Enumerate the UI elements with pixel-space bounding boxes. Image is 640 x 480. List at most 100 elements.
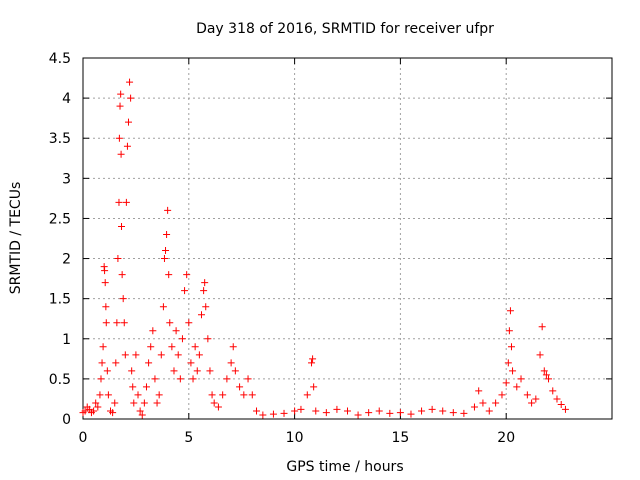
data-point xyxy=(116,102,124,110)
data-point xyxy=(492,399,500,407)
data-point xyxy=(187,359,195,367)
data-point xyxy=(553,395,561,403)
data-point xyxy=(549,387,557,395)
data-point xyxy=(189,375,197,383)
y-tick-label: 3.5 xyxy=(49,131,71,147)
data-point xyxy=(485,407,493,415)
data-point xyxy=(165,271,173,279)
data-point xyxy=(545,375,553,383)
data-point xyxy=(142,383,150,391)
data-point xyxy=(178,335,186,343)
data-point xyxy=(128,367,136,375)
data-point xyxy=(333,405,341,413)
data-point xyxy=(134,391,142,399)
data-point xyxy=(103,367,111,375)
data-point xyxy=(118,271,126,279)
data-point xyxy=(124,118,132,126)
data-point xyxy=(117,90,125,98)
data-point xyxy=(219,391,227,399)
data-point xyxy=(168,343,176,351)
data-point xyxy=(561,405,569,413)
data-point xyxy=(115,134,123,142)
data-point xyxy=(210,399,218,407)
data-point xyxy=(130,399,138,407)
data-point xyxy=(509,367,517,375)
data-point xyxy=(102,319,110,327)
data-point xyxy=(114,255,122,263)
y-tick-label: 1 xyxy=(62,332,71,348)
data-point xyxy=(291,407,299,415)
data-point xyxy=(176,375,184,383)
data-point xyxy=(118,222,126,230)
data-point xyxy=(308,359,316,367)
data-point xyxy=(81,407,89,415)
data-point xyxy=(542,371,550,379)
data-point xyxy=(244,375,252,383)
data-point xyxy=(174,351,182,359)
data-point xyxy=(109,409,117,417)
data-point xyxy=(129,383,137,391)
y-tick-label: 1.5 xyxy=(49,292,71,308)
data-point xyxy=(172,327,180,335)
data-point xyxy=(532,395,540,403)
data-point xyxy=(248,391,256,399)
data-point xyxy=(147,343,155,351)
data-point xyxy=(236,383,244,391)
data-point xyxy=(396,409,404,417)
data-point xyxy=(479,399,487,407)
data-point xyxy=(504,359,512,367)
y-tick-label: 2.5 xyxy=(49,211,71,227)
data-point xyxy=(231,367,239,375)
x-tick-label: 0 xyxy=(79,430,88,446)
data-point xyxy=(153,399,161,407)
data-point xyxy=(344,407,351,415)
data-point xyxy=(104,391,112,399)
data-point xyxy=(200,287,208,295)
data-point xyxy=(191,343,199,351)
grid-lines xyxy=(83,58,612,419)
data-point xyxy=(475,387,483,395)
data-point xyxy=(120,319,128,327)
data-point xyxy=(229,343,237,351)
data-point xyxy=(540,367,548,375)
data-point xyxy=(208,391,216,399)
data-point xyxy=(418,407,426,415)
data-point xyxy=(159,303,167,311)
data-point xyxy=(162,247,170,255)
data-point xyxy=(439,407,447,415)
x-tick-label: 20 xyxy=(497,430,515,446)
data-point xyxy=(223,375,231,383)
data-point xyxy=(115,198,123,206)
data-point xyxy=(354,411,362,419)
data-point xyxy=(170,367,178,375)
y-tick-label: 0 xyxy=(62,412,71,428)
data-point xyxy=(240,391,248,399)
tick-labels: 0 5 10 15 20 0 0.5 1 1.5 2 2.5 3 3.5 4 4.5 xyxy=(49,51,515,446)
data-point xyxy=(90,407,98,415)
data-point xyxy=(157,351,165,359)
data-point xyxy=(164,206,172,214)
data-point xyxy=(507,343,515,351)
data-point xyxy=(201,279,209,287)
data-point xyxy=(195,351,203,359)
data-point xyxy=(193,367,201,375)
x-tick-label: 5 xyxy=(184,430,193,446)
data-point xyxy=(202,303,210,311)
data-point xyxy=(166,319,174,327)
data-point xyxy=(407,410,415,418)
data-point xyxy=(96,391,104,399)
data-point xyxy=(181,287,189,295)
data-point xyxy=(536,351,544,359)
data-point xyxy=(227,359,235,367)
data-point xyxy=(214,403,222,411)
data-point xyxy=(117,150,125,158)
data-point xyxy=(94,403,102,411)
data-point xyxy=(122,198,130,206)
data-point xyxy=(149,327,157,335)
data-point xyxy=(138,411,146,419)
data-point xyxy=(98,359,106,367)
data-point xyxy=(197,311,205,319)
data-point xyxy=(502,379,510,387)
data-point xyxy=(151,375,159,383)
